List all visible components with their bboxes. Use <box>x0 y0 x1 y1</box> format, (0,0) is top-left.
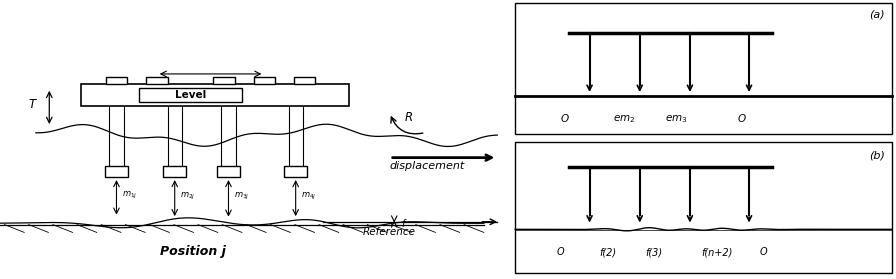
Text: (a): (a) <box>870 10 885 20</box>
Bar <box>81 84 349 106</box>
Bar <box>217 166 240 177</box>
Text: O: O <box>760 247 767 258</box>
Text: T: T <box>29 98 36 111</box>
Text: (b): (b) <box>869 150 885 160</box>
Text: $m_{4j}$: $m_{4j}$ <box>301 191 316 201</box>
Bar <box>284 166 307 177</box>
Text: Level: Level <box>175 90 206 100</box>
Bar <box>254 77 275 84</box>
Text: f(n+2): f(n+2) <box>701 247 733 258</box>
Bar <box>139 88 242 102</box>
Text: $m_{2j}$: $m_{2j}$ <box>180 191 195 201</box>
Text: displacement: displacement <box>390 161 465 171</box>
Text: Reference: Reference <box>363 227 416 237</box>
Text: $em_3$: $em_3$ <box>665 114 688 125</box>
Bar <box>106 77 127 84</box>
Text: $f$: $f$ <box>401 217 407 229</box>
Text: f(3): f(3) <box>645 247 663 258</box>
Text: $m_{1j}$: $m_{1j}$ <box>122 190 137 201</box>
Bar <box>163 166 186 177</box>
Bar <box>515 3 892 134</box>
Bar <box>105 166 128 177</box>
Bar <box>515 142 892 273</box>
Bar <box>146 77 168 84</box>
Text: O: O <box>556 247 564 258</box>
Text: O: O <box>737 114 746 124</box>
Text: R: R <box>405 111 413 124</box>
Text: $em_2$: $em_2$ <box>614 114 635 125</box>
Text: $m_{3j}$: $m_{3j}$ <box>234 191 249 202</box>
Text: Position j: Position j <box>159 245 226 258</box>
Bar <box>213 77 235 84</box>
Text: f(2): f(2) <box>599 247 616 258</box>
Bar <box>294 77 315 84</box>
Text: O: O <box>560 114 569 124</box>
